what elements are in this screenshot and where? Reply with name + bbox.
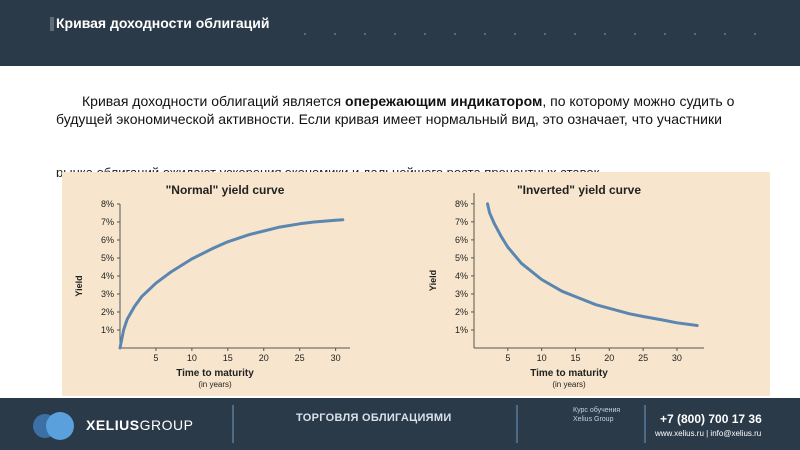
y-tick-label: 2%	[455, 307, 468, 317]
course-info-line: Курс обучения	[573, 407, 621, 414]
yield-curves-figure: "Normal" yield curve 1% 2% 3% 4% 5% 6% 7% 8% 5 10 1…	[74, 183, 704, 389]
paragraph-text: будущей экономической активности. Если к…	[56, 111, 722, 127]
y-tick-label: 1%	[455, 325, 468, 335]
header-bar: Кривая доходности облигаций	[0, 0, 800, 66]
x-tick-label: 30	[331, 353, 341, 363]
y-tick-label: 5%	[101, 253, 114, 263]
x-tick-label: 20	[259, 353, 269, 363]
xelius-logo-icon	[33, 412, 74, 440]
y-tick-label: 3%	[101, 289, 114, 299]
y-tick-label: 5%	[455, 253, 468, 263]
footer-course-info: Курс обучения Xelius Group	[573, 406, 620, 424]
y-tick-label: 4%	[455, 271, 468, 281]
x-axis-sublabel: (in years)	[198, 380, 232, 389]
y-tick-label: 3%	[455, 289, 468, 299]
footer-divider	[516, 405, 518, 443]
brand-bold: XELIUS	[86, 417, 140, 433]
x-tick-label: 15	[570, 353, 580, 363]
y-tick-label: 6%	[101, 235, 114, 245]
y-tick-label: 7%	[455, 217, 468, 227]
footer-course-title: ТОРГОВЛЯ ОБЛИГАЦИЯМИ	[296, 412, 452, 424]
y-tick-label: 7%	[101, 217, 114, 227]
x-tick-label: 15	[223, 353, 233, 363]
chart-title: "Inverted" yield curve	[517, 183, 641, 197]
x-axis-label: Time to maturity	[530, 368, 608, 379]
y-tick-label: 1%	[101, 325, 114, 335]
footer-brand: XELIUSGROUP	[86, 417, 193, 433]
x-tick-label: 10	[537, 353, 547, 363]
x-axis-sublabel: (in years)	[552, 380, 586, 389]
y-tick-label: 8%	[101, 199, 114, 209]
yield-curve-line	[118, 218, 345, 350]
page-title: Кривая доходности облигаций	[56, 15, 270, 31]
footer-divider	[644, 405, 646, 443]
chart-title: "Normal" yield curve	[166, 183, 285, 197]
paragraph-text: , по которому можно судить о	[542, 93, 735, 109]
x-tick-label: 25	[638, 353, 648, 363]
x-tick-label: 5	[153, 353, 158, 363]
footer-phone[interactable]: +7 (800) 700 17 36	[660, 412, 762, 426]
y-tick-label: 4%	[101, 271, 114, 281]
footer-bar	[0, 398, 800, 450]
x-axis-label: Time to maturity	[176, 368, 254, 379]
x-tick-label: 20	[604, 353, 614, 363]
y-tick-label: 6%	[455, 235, 468, 245]
y-axis-label: Yield	[74, 275, 84, 296]
yield-curve-line	[486, 202, 699, 327]
footer-divider	[232, 405, 234, 443]
footer-website[interactable]: www.xelius.ru | info@xelius.ru	[655, 429, 762, 438]
x-tick-label: 5	[505, 353, 510, 363]
x-tick-label: 10	[187, 353, 197, 363]
paragraph-text: Кривая доходности облигаций является	[82, 93, 346, 109]
charts-panel: "Normal" yield curve 1% 2% 3% 4% 5% 6% 7% 8% 5 10 1…	[62, 172, 770, 396]
title-bullet	[50, 17, 54, 31]
y-tick-label: 8%	[455, 199, 468, 209]
course-info-line: Xelius Group	[573, 416, 614, 423]
y-axis-label: Yield	[428, 270, 438, 291]
brand-light: GROUP	[139, 417, 194, 433]
x-tick-label: 25	[295, 353, 305, 363]
x-tick-label: 30	[672, 353, 682, 363]
emphasis-text: опережающим индикатором	[345, 93, 543, 109]
y-tick-label: 2%	[101, 307, 114, 317]
body-text: Кривая доходности облигаций является опе…	[56, 92, 756, 128]
